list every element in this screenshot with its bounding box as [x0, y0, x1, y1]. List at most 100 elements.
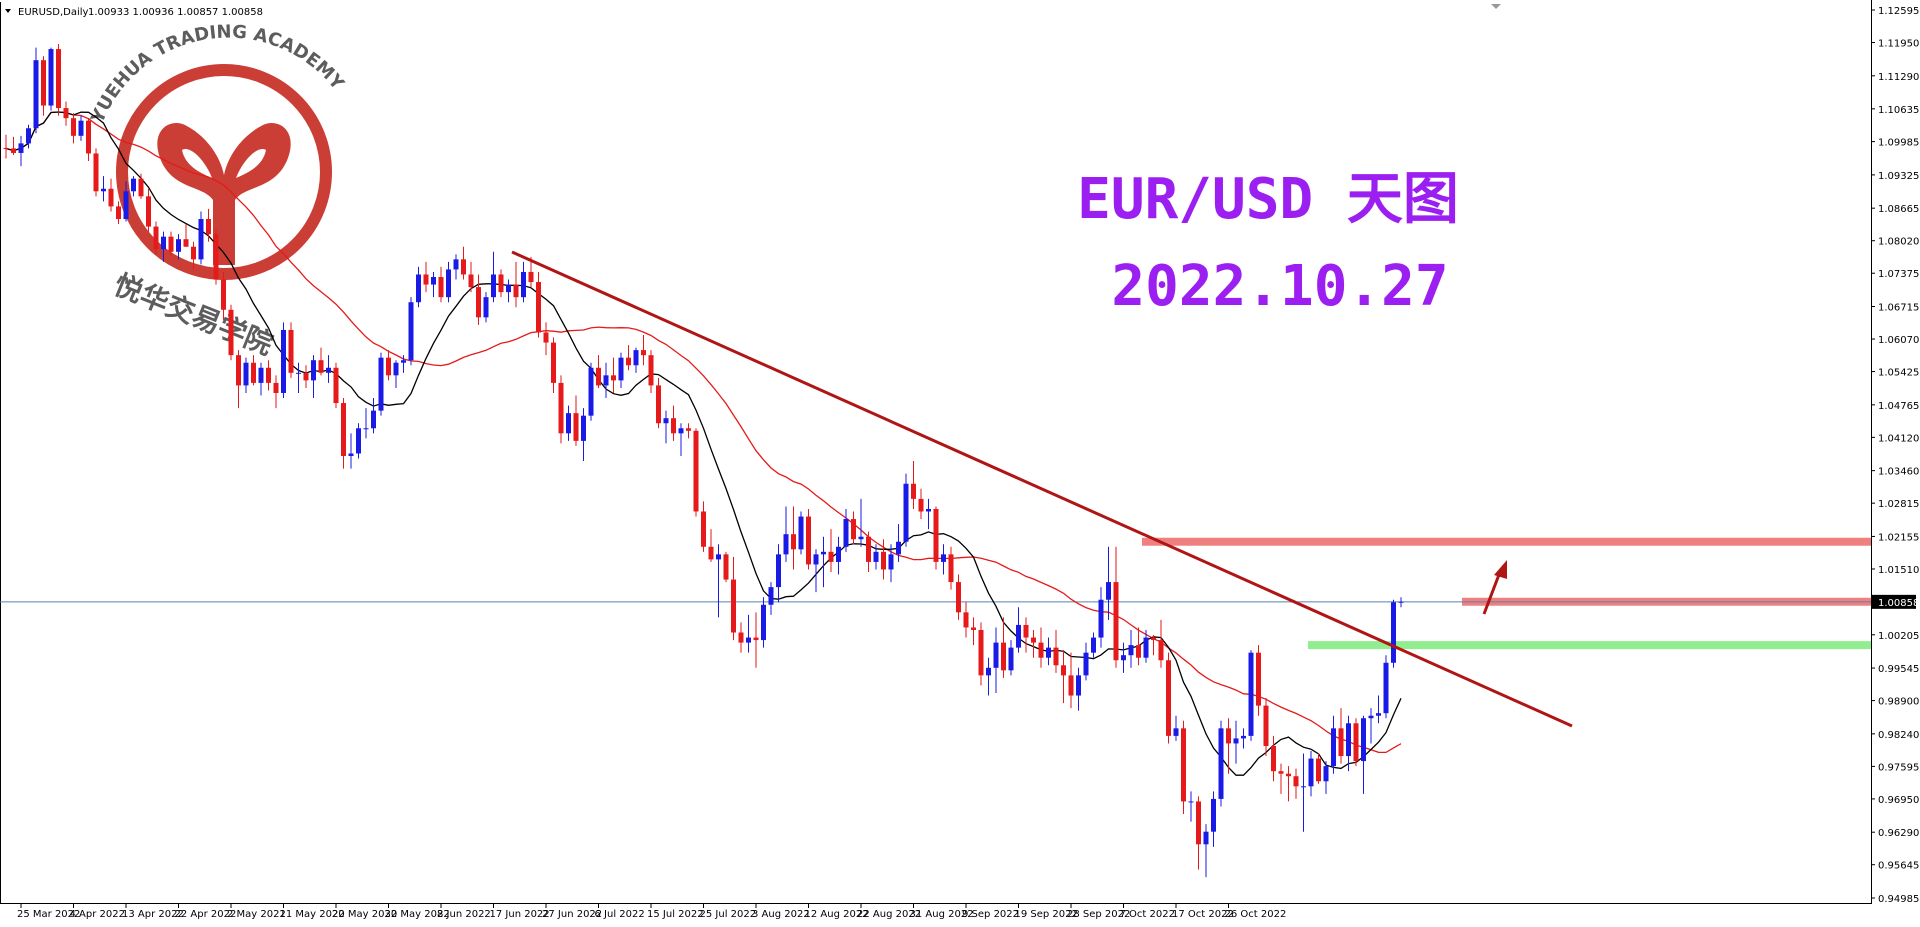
candle-body [243, 362, 249, 386]
candle-body [416, 274, 421, 303]
candle [86, 118, 91, 162]
y-tick-label: 0.96950 [1878, 795, 1919, 806]
x-tick-label: 7 Oct 2022 [1120, 909, 1175, 920]
candle [791, 506, 796, 570]
candle [1218, 720, 1224, 807]
header-dropdown-icon[interactable] [5, 9, 11, 13]
y-tick-label: 1.07375 [1878, 269, 1919, 280]
candle [273, 375, 279, 409]
candle-body [236, 355, 241, 386]
candle [266, 360, 271, 391]
candle-body [131, 178, 136, 192]
candle [1158, 619, 1164, 668]
candle-body [1106, 582, 1111, 600]
x-tick-label: 22 Apr 2022 [175, 909, 237, 920]
candle [618, 352, 624, 388]
candle [948, 546, 954, 590]
downtrend-line [511, 250, 1573, 728]
candle [1196, 796, 1201, 870]
candle [1383, 655, 1389, 719]
candle-body [101, 188, 106, 192]
candle-body [288, 329, 294, 373]
candle-body [1068, 675, 1074, 696]
candle [1023, 617, 1029, 653]
candle [1248, 650, 1254, 741]
candle [236, 350, 241, 409]
candle [371, 398, 376, 434]
candle-body [933, 508, 939, 562]
candle [1061, 650, 1066, 704]
candle-body [1151, 637, 1156, 641]
candle [896, 524, 901, 562]
candle-body [386, 357, 391, 376]
candle [468, 261, 474, 293]
candle [933, 506, 939, 570]
candle [1331, 715, 1336, 774]
candle-body [641, 350, 646, 356]
y-tick-label: 1.03460 [1878, 467, 1919, 478]
candle [1068, 652, 1074, 709]
candle [813, 549, 819, 593]
candle [536, 271, 541, 338]
candle-body [333, 367, 339, 404]
candle-body [858, 536, 864, 540]
y-tick-label: 0.96290 [1878, 828, 1919, 839]
candle [1121, 642, 1126, 673]
y-tick-label: 0.95645 [1878, 861, 1919, 872]
y-tick-label: 0.94985 [1878, 894, 1919, 905]
candle-body [1391, 602, 1396, 663]
candle-body [1083, 652, 1089, 676]
candle-body [881, 551, 886, 570]
candle-body [1173, 728, 1179, 736]
candle [783, 506, 789, 562]
candle-body [798, 516, 804, 550]
candle [281, 322, 286, 399]
up-arrow-shaft [1482, 571, 1502, 615]
x-tick-label: 27 Jun 2022 [542, 909, 602, 920]
candle-body [836, 546, 841, 562]
candle-body [506, 284, 511, 293]
candle-body [911, 483, 916, 499]
candle-body [1353, 723, 1359, 762]
candle-body [1166, 660, 1171, 736]
candle [693, 428, 699, 517]
candle [611, 357, 616, 393]
candle-body [708, 546, 714, 560]
candle [251, 355, 256, 386]
candle [678, 423, 684, 457]
candle-body [1128, 645, 1134, 656]
candle [1271, 735, 1276, 782]
candle [258, 362, 264, 396]
candle [318, 347, 324, 376]
candle-body [1016, 624, 1021, 648]
symbol-label: EURUSD,Daily [18, 7, 89, 18]
candle [686, 423, 691, 439]
candle-body [633, 350, 639, 366]
candle-body [1323, 766, 1329, 782]
candle [1053, 629, 1059, 673]
candle [56, 44, 61, 116]
current-price-label: 1.00858 [1878, 598, 1919, 609]
candle [716, 544, 721, 618]
annotation-date: 2022.10.27 [1111, 254, 1448, 319]
candle-body [806, 516, 811, 565]
candle-body [258, 367, 264, 383]
candle [1316, 753, 1321, 784]
candle-body [1271, 745, 1276, 772]
candle-body [978, 629, 984, 676]
chart-shift-marker-icon[interactable] [1491, 4, 1501, 9]
candle-body [791, 534, 796, 550]
candle [836, 536, 841, 575]
candle [296, 362, 301, 393]
candle-body [1001, 642, 1006, 671]
candle-body [611, 375, 616, 381]
candle [1368, 708, 1374, 744]
candle [401, 355, 406, 373]
candle [33, 47, 39, 134]
candle-body [573, 413, 579, 441]
candle [1308, 751, 1314, 797]
candle [1113, 546, 1119, 668]
candle [1016, 607, 1021, 653]
candle-body [438, 277, 444, 298]
candle [176, 234, 181, 260]
